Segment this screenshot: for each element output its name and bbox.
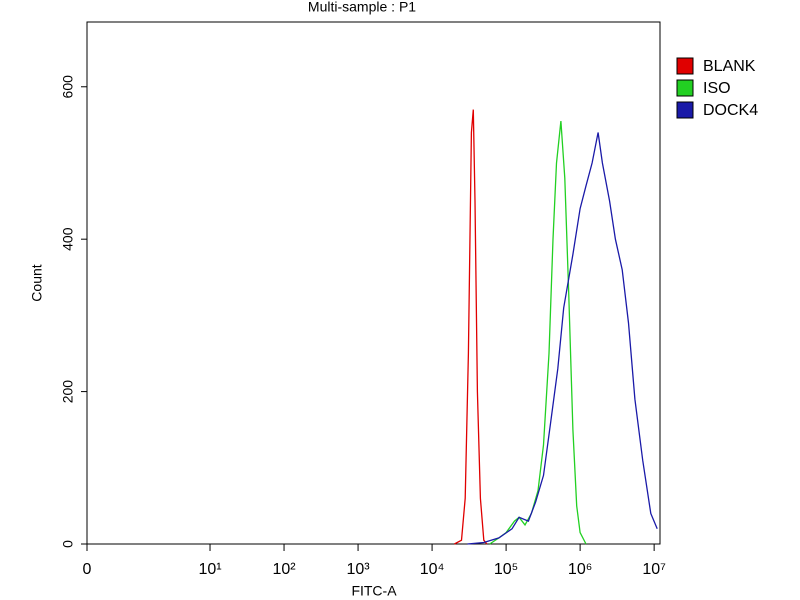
x-tick-label: 10³ xyxy=(346,561,370,578)
legend-label: ISO xyxy=(703,80,731,97)
y-tick-label: 0 xyxy=(60,540,76,548)
y-tick-label: 200 xyxy=(60,380,76,404)
legend-swatch xyxy=(676,57,694,75)
x-tick-label: 10⁴ xyxy=(420,561,445,578)
legend-label: DOCK4 xyxy=(703,102,758,119)
legend-label: BLANK xyxy=(703,58,756,75)
y-axis-label: Count xyxy=(29,264,45,301)
legend-swatch xyxy=(676,101,694,119)
chart-title: Multi-sample : P1 xyxy=(308,0,416,15)
legend-swatch xyxy=(676,79,694,97)
x-tick-label: 0 xyxy=(83,561,92,578)
x-tick-label: 10⁶ xyxy=(568,561,592,578)
x-tick-label: 10² xyxy=(272,561,296,578)
x-tick-label: 10¹ xyxy=(198,561,221,578)
x-tick-label: 10⁵ xyxy=(494,561,518,578)
histogram-line xyxy=(467,132,658,545)
histogram-line xyxy=(489,121,587,545)
y-tick-label: 400 xyxy=(60,227,76,251)
y-tick-label: 600 xyxy=(60,75,76,99)
histogram-line xyxy=(454,109,488,545)
plot-frame xyxy=(86,21,661,545)
x-tick-label: 10⁷ xyxy=(642,561,666,578)
x-axis-label: FITC-A xyxy=(351,583,397,599)
